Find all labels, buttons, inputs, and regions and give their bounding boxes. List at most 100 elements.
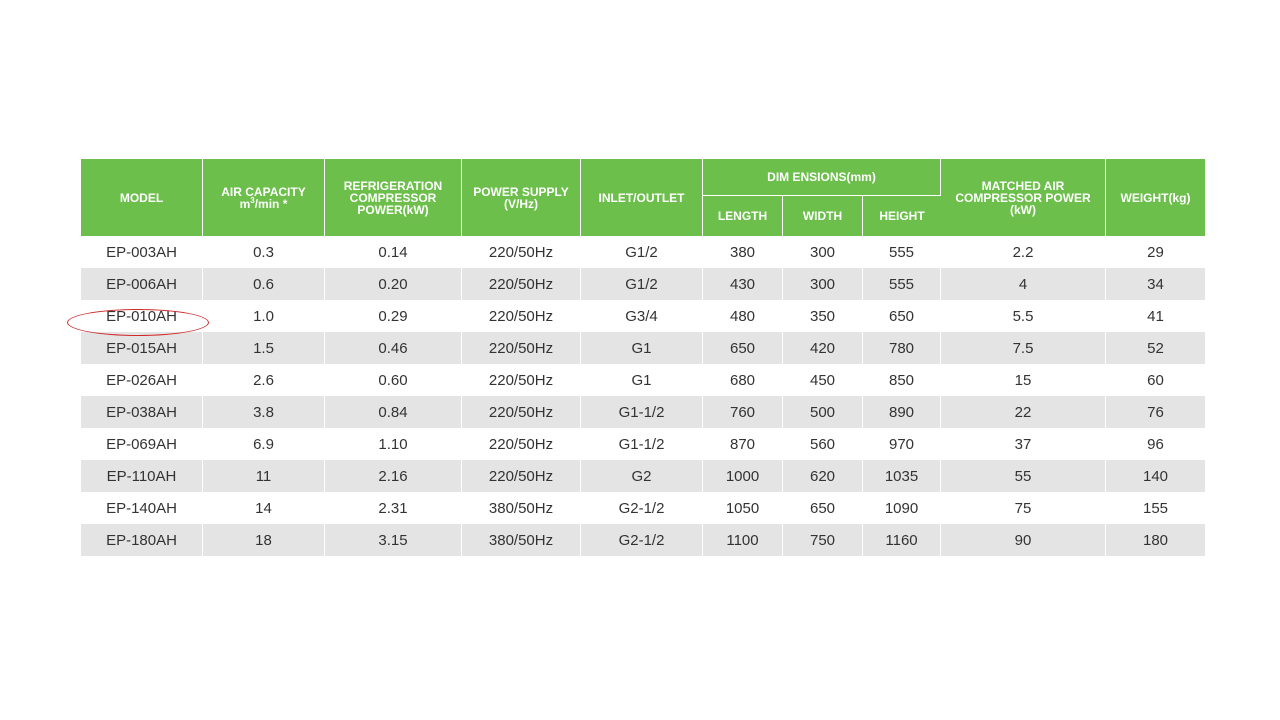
cell-width: 420 — [783, 332, 863, 364]
table-row: EP-038AH 3.8 0.84 220/50Hz G1-1/2 760 500 890 22… — [81, 396, 1206, 428]
cell-model: EP-003AH — [81, 236, 203, 268]
cell-weight: 34 — [1106, 268, 1206, 300]
cell-inlet-outlet: G3/4 — [581, 300, 703, 332]
cell-refrigeration-power: 0.60 — [325, 364, 462, 396]
cell-height: 1090 — [863, 492, 942, 524]
cell-refrigeration-power: 2.31 — [325, 492, 462, 524]
cell-height: 890 — [863, 396, 942, 428]
cell-weight: 180 — [1106, 524, 1206, 556]
cell-air-capacity: 18 — [203, 524, 325, 556]
header-model: MODEL — [81, 159, 203, 236]
cell-length: 380 — [703, 236, 783, 268]
cell-matched-compressor-power: 37 — [941, 428, 1107, 460]
header-air-capacity: AIR CAPACITY m3/min * — [203, 159, 325, 236]
cell-length: 1100 — [703, 524, 783, 556]
cell-air-capacity: 11 — [203, 460, 325, 492]
cell-matched-compressor-power: 55 — [941, 460, 1107, 492]
cell-inlet-outlet: G2-1/2 — [581, 524, 703, 556]
cell-width: 300 — [783, 268, 863, 300]
cell-model: EP-069AH — [81, 428, 203, 460]
cell-model: EP-110AH — [81, 460, 203, 492]
cell-length: 430 — [703, 268, 783, 300]
cell-inlet-outlet: G2-1/2 — [581, 492, 703, 524]
cell-inlet-outlet: G2 — [581, 460, 703, 492]
cell-refrigeration-power: 2.16 — [325, 460, 462, 492]
cell-height: 780 — [863, 332, 942, 364]
cell-width: 620 — [783, 460, 863, 492]
cell-height: 1035 — [863, 460, 942, 492]
cell-height: 650 — [863, 300, 942, 332]
header-dimensions: DIM ENSIONS(mm) — [703, 159, 942, 196]
cell-air-capacity: 1.5 — [203, 332, 325, 364]
table-row: EP-006AH 0.6 0.20 220/50Hz G1/2 430 300 555 4 34 — [81, 268, 1206, 300]
cell-inlet-outlet: G1/2 — [581, 268, 703, 300]
header-weight: WEIGHT(kg) — [1106, 159, 1206, 236]
header-length: LENGTH — [703, 196, 783, 236]
cell-matched-compressor-power: 4 — [941, 268, 1107, 300]
cell-width: 650 — [783, 492, 863, 524]
cell-length: 1000 — [703, 460, 783, 492]
cell-power-supply: 380/50Hz — [462, 524, 581, 556]
cell-power-supply: 220/50Hz — [462, 460, 581, 492]
cell-length: 760 — [703, 396, 783, 428]
cell-model: EP-038AH — [81, 396, 203, 428]
cell-matched-compressor-power: 2.2 — [941, 236, 1107, 268]
cell-inlet-outlet: G1-1/2 — [581, 428, 703, 460]
cell-refrigeration-power: 0.14 — [325, 236, 462, 268]
cell-power-supply: 220/50Hz — [462, 428, 581, 460]
cell-power-supply: 220/50Hz — [462, 332, 581, 364]
cell-inlet-outlet: G1 — [581, 364, 703, 396]
cell-air-capacity: 2.6 — [203, 364, 325, 396]
cell-refrigeration-power: 0.29 — [325, 300, 462, 332]
cell-model: EP-015AH — [81, 332, 203, 364]
cell-air-capacity: 0.3 — [203, 236, 325, 268]
cell-weight: 41 — [1106, 300, 1206, 332]
header-refrigeration-power: REFRIGERATION COMPRESSOR POWER(kW) — [325, 159, 462, 236]
cell-refrigeration-power: 1.10 — [325, 428, 462, 460]
cell-weight: 96 — [1106, 428, 1206, 460]
table-body: EP-003AH 0.3 0.14 220/50Hz G1/2 380 300 555 2.2 2… — [81, 236, 1206, 556]
cell-refrigeration-power: 0.46 — [325, 332, 462, 364]
cell-refrigeration-power: 0.84 — [325, 396, 462, 428]
table-row: EP-110AH 11 2.16 220/50Hz G2 1000 620 1035 55 140 — [81, 460, 1206, 492]
cell-air-capacity: 3.8 — [203, 396, 325, 428]
cell-height: 555 — [863, 236, 942, 268]
cell-refrigeration-power: 3.15 — [325, 524, 462, 556]
cell-length: 480 — [703, 300, 783, 332]
cell-length: 650 — [703, 332, 783, 364]
cell-weight: 60 — [1106, 364, 1206, 396]
table-header: MODEL AIR CAPACITY m3/min * REFRIGERATIO… — [81, 159, 1206, 236]
cell-power-supply: 220/50Hz — [462, 268, 581, 300]
cell-power-supply: 380/50Hz — [462, 492, 581, 524]
cell-weight: 76 — [1106, 396, 1206, 428]
cell-width: 350 — [783, 300, 863, 332]
cell-model: EP-180AH — [81, 524, 203, 556]
cell-refrigeration-power: 0.20 — [325, 268, 462, 300]
cell-matched-compressor-power: 75 — [941, 492, 1107, 524]
cell-length: 680 — [703, 364, 783, 396]
cell-inlet-outlet: G1 — [581, 332, 703, 364]
cell-height: 970 — [863, 428, 942, 460]
cell-inlet-outlet: G1-1/2 — [581, 396, 703, 428]
cell-model: EP-140AH — [81, 492, 203, 524]
cell-inlet-outlet: G1/2 — [581, 236, 703, 268]
cell-air-capacity: 1.0 — [203, 300, 325, 332]
header-matched-compressor-power: MATCHED AIR COMPRESSOR POWER (kW) — [941, 159, 1107, 236]
header-power-supply: POWER SUPPLY (V/Hz) — [462, 159, 581, 236]
header-height: HEIGHT — [863, 196, 942, 236]
cell-model: EP-026AH — [81, 364, 203, 396]
spec-table: MODEL AIR CAPACITY m3/min * REFRIGERATIO… — [81, 159, 1206, 556]
table-row: EP-069AH 6.9 1.10 220/50Hz G1-1/2 870 560 970 37… — [81, 428, 1206, 460]
cell-power-supply: 220/50Hz — [462, 236, 581, 268]
cell-height: 555 — [863, 268, 942, 300]
cell-weight: 29 — [1106, 236, 1206, 268]
cell-weight: 155 — [1106, 492, 1206, 524]
cell-power-supply: 220/50Hz — [462, 300, 581, 332]
header-inlet-outlet: INLET/OUTLET — [581, 159, 703, 236]
header-air-capacity-unit: m3/min * — [239, 195, 288, 211]
cell-power-supply: 220/50Hz — [462, 396, 581, 428]
table-row: EP-140AH 14 2.31 380/50Hz G2-1/2 1050 650 1090 7… — [81, 492, 1206, 524]
table-row: EP-026AH 2.6 0.60 220/50Hz G1 680 450 850 15 60 — [81, 364, 1206, 396]
cell-model: EP-006AH — [81, 268, 203, 300]
cell-air-capacity: 6.9 — [203, 428, 325, 460]
